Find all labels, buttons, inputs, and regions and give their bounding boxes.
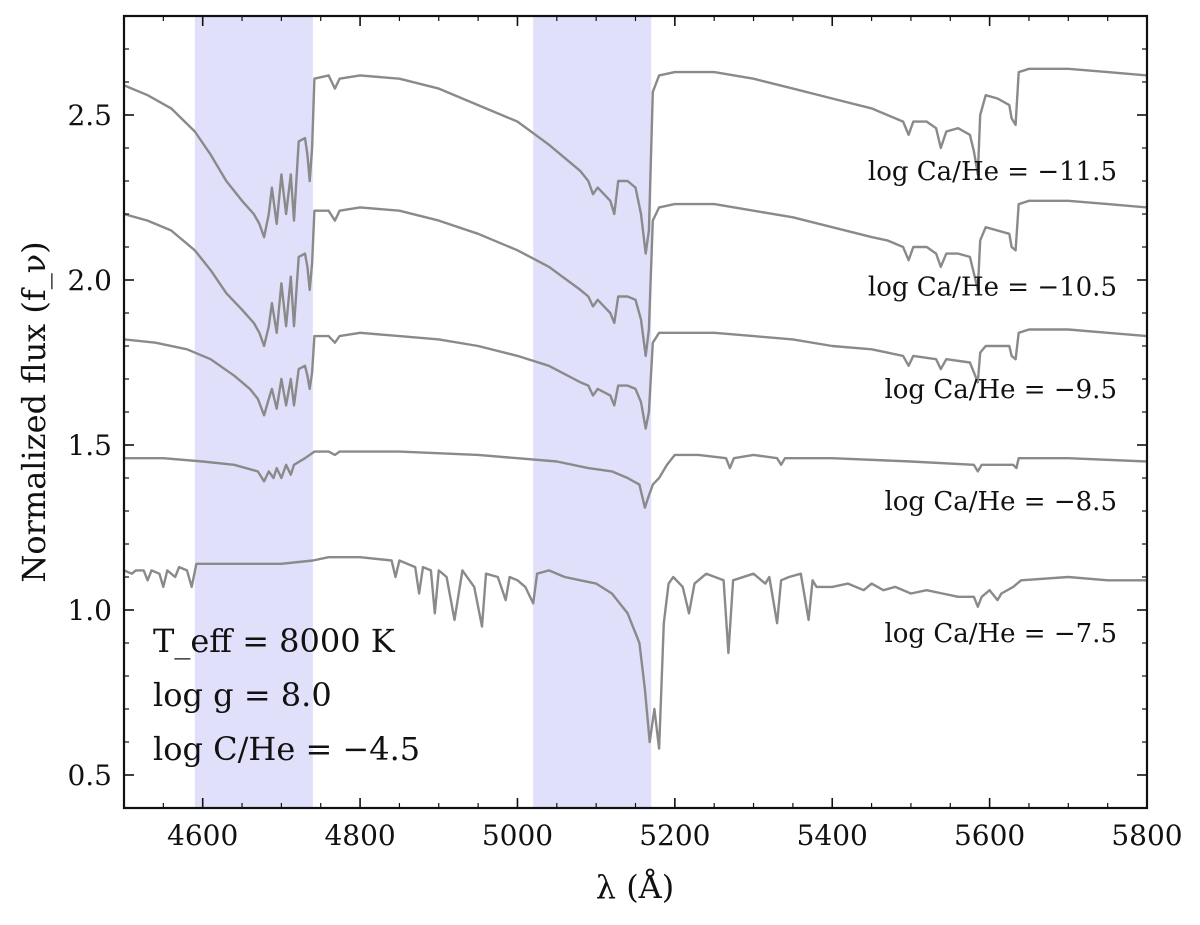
x-tick-label: 5800 xyxy=(1111,819,1182,852)
tick-layer: 4600 4800 5000 5200 5400 5600 5800 0.5 1.0 1.5 2.0… xyxy=(67,15,1183,852)
series-label-3: log Ca/He = −9.5 xyxy=(884,375,1117,405)
logg-annotation: log g = 8.0 xyxy=(153,676,332,714)
x-axis-title: λ (Å) xyxy=(596,868,675,906)
y-tick-label: 2.0 xyxy=(67,264,112,297)
x-tick-label: 4600 xyxy=(167,819,238,852)
series-line-layer xyxy=(123,67,1148,750)
x-tick-label: 5400 xyxy=(797,819,868,852)
y-axis-title: Normalized flux (f_ν) xyxy=(15,241,53,582)
spectrum-line-2 xyxy=(123,199,1148,358)
series-label-1: log Ca/He = −11.5 xyxy=(868,157,1117,187)
series-label-5: log Ca/He = −7.5 xyxy=(884,619,1117,649)
x-tick-label: 5200 xyxy=(639,819,710,852)
spectrum-line-1 xyxy=(123,67,1148,255)
carbon-abundance-annotation: log C/He = −4.5 xyxy=(153,730,420,768)
spectrum-line-3 xyxy=(123,328,1148,430)
x-tick-label: 5000 xyxy=(482,819,553,852)
y-tick-label: 1.5 xyxy=(67,429,112,462)
teff-annotation: T_eff = 8000 K xyxy=(153,622,396,660)
y-tick-label: 1.0 xyxy=(67,594,112,627)
series-label-2: log Ca/He = −10.5 xyxy=(868,273,1117,303)
shaded-band-2 xyxy=(533,16,652,808)
y-tick-label: 0.5 xyxy=(67,759,112,792)
spectrum-line-4 xyxy=(124,450,1148,509)
series-label-layer: log Ca/He = −11.5 log Ca/He = −10.5 log Ca… xyxy=(868,157,1117,649)
y-tick-label: 2.5 xyxy=(67,99,112,132)
x-tick-label: 4800 xyxy=(324,819,395,852)
series-label-4: log Ca/He = −8.5 xyxy=(884,487,1117,517)
spectrum-line-5 xyxy=(123,556,1147,750)
shaded-band-1 xyxy=(194,16,313,808)
x-tick-label: 5600 xyxy=(954,819,1025,852)
